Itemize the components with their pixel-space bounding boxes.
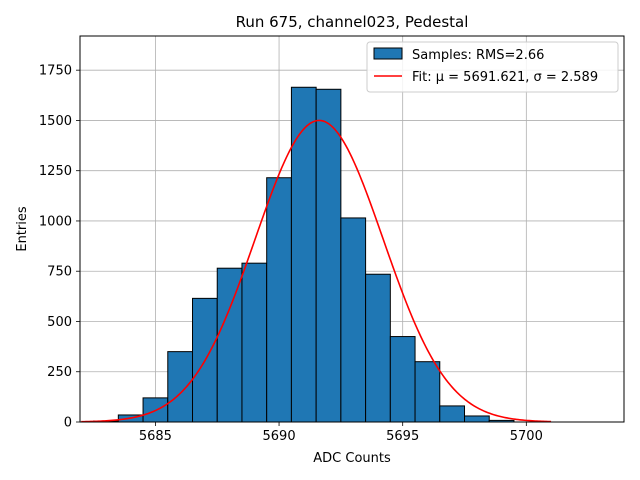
y-tick-label: 500	[47, 315, 72, 330]
histogram-bar	[216, 267, 243, 423]
y-axis-ticks: 0 250 500 750 1000 1250 1500 1750	[39, 64, 80, 431]
y-axis-label: Entries	[15, 206, 30, 252]
histogram-bar	[340, 217, 367, 423]
histogram-bar	[389, 336, 416, 423]
x-tick-label: 5695	[386, 429, 419, 444]
histogram-bar	[439, 405, 466, 423]
y-tick-label: 1750	[39, 64, 72, 79]
histogram-bar	[266, 177, 292, 423]
legend-label-fit: Fit: μ = 5691.621, σ = 2.589	[412, 70, 598, 85]
histogram-bar	[414, 361, 441, 423]
chart-title: Run 675, channel023, Pedestal	[236, 13, 469, 31]
y-tick-label: 1000	[39, 214, 72, 229]
histogram-bar	[290, 86, 317, 423]
fit-curve	[81, 119, 552, 423]
legend-label-samples: Samples: RMS=2.66	[412, 48, 544, 63]
histogram-bars	[93, 86, 515, 423]
y-tick-label: 1500	[39, 114, 72, 129]
histogram-bar	[241, 262, 268, 423]
x-tick-label: 5690	[263, 429, 296, 444]
histogram-bar	[167, 351, 194, 423]
x-tick-label: 5700	[510, 429, 543, 444]
x-tick-label: 5685	[139, 429, 172, 444]
plot-frame	[79, 35, 625, 423]
legend: Samples: RMS=2.66 Fit: μ = 5691.621, σ =…	[366, 41, 619, 93]
histogram-bar	[365, 273, 391, 423]
x-axis-ticks: 5685 5690 5695 5700	[139, 422, 543, 444]
y-tick-label: 1250	[39, 164, 72, 179]
y-tick-label: 0	[64, 416, 72, 431]
legend-box	[366, 41, 619, 93]
y-tick-label: 250	[47, 365, 72, 380]
legend-swatch-samples	[373, 47, 403, 60]
histogram-bar	[315, 88, 342, 423]
y-tick-label: 750	[47, 265, 72, 280]
histogram-bar	[464, 415, 490, 423]
x-axis-label: ADC Counts	[313, 451, 391, 466]
